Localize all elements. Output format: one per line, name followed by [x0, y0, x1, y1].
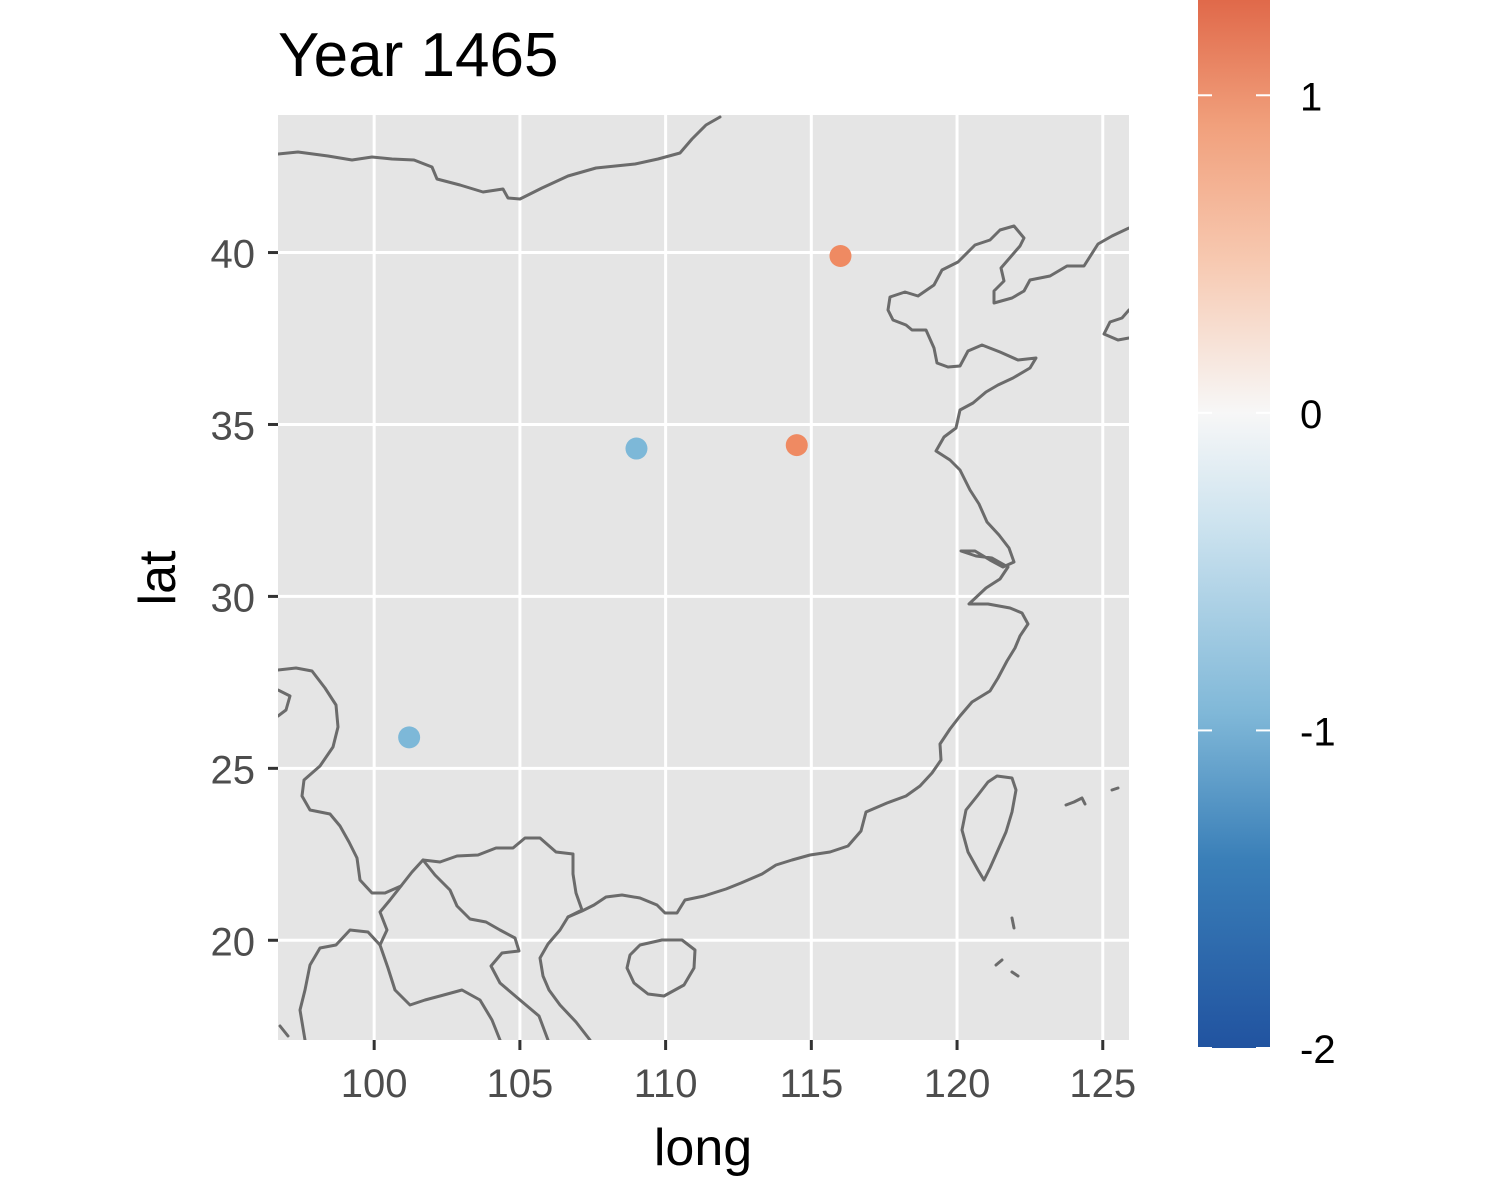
colorbar-label: -1 [1300, 710, 1336, 754]
y-tick-label: 35 [211, 404, 256, 448]
x-tick-label: 115 [779, 1062, 843, 1106]
hainan-island-outline [625, 938, 697, 998]
island-outline [1010, 916, 1016, 930]
y-axis: 20 25 30 35 40 [211, 233, 278, 964]
data-point [625, 437, 648, 460]
x-axis-title: long [654, 1119, 752, 1177]
colorbar-ticks: -2 -1 0 1 [1198, 75, 1336, 1072]
y-tick-label: 20 [211, 920, 256, 964]
colorbar-label: 0 [1300, 393, 1322, 437]
korea-coast-outline [1102, 308, 1129, 342]
colorbar-label: -2 [1300, 1028, 1336, 1072]
chart-title: Year 1465 [278, 21, 558, 90]
data-point [398, 726, 421, 749]
colorbar-label: 1 [1300, 75, 1322, 119]
island-outline [1064, 796, 1087, 807]
y-tick-label: 25 [211, 748, 256, 792]
taiwan-island-outline [960, 774, 1018, 882]
data-point [785, 434, 808, 457]
x-axis: 100 105 110 115 120 125 [341, 1040, 1136, 1106]
china-coastline-outline [566, 224, 1129, 919]
island-outline [1010, 970, 1020, 978]
x-tick-label: 105 [487, 1062, 554, 1106]
island-outline [994, 958, 1004, 967]
vietnam-border-outline [538, 915, 592, 1040]
island-outline [278, 1024, 290, 1038]
y-axis-title: lat [129, 550, 187, 605]
x-tick-label: 125 [1069, 1062, 1136, 1106]
colorbar [1198, 0, 1270, 1048]
west-border-outline [278, 688, 292, 718]
y-tick-label: 40 [211, 233, 256, 277]
southwest-border-outline [278, 666, 584, 919]
data-points [398, 244, 852, 749]
x-tick-label: 110 [634, 1062, 698, 1106]
x-tick-label: 100 [341, 1062, 408, 1106]
myanmar-border-outline [298, 884, 403, 1040]
y-tick-label: 30 [211, 576, 256, 620]
plot-panel [278, 115, 1129, 1040]
northern-border-outline [278, 115, 722, 201]
basemap-outlines [278, 115, 1129, 1040]
island-outline [1110, 786, 1120, 792]
grid-lines [278, 115, 1129, 1040]
laos-border-outline [421, 858, 550, 1040]
data-point [829, 244, 852, 267]
thailand-border-outline [378, 943, 502, 1040]
x-tick-label: 120 [924, 1062, 991, 1106]
